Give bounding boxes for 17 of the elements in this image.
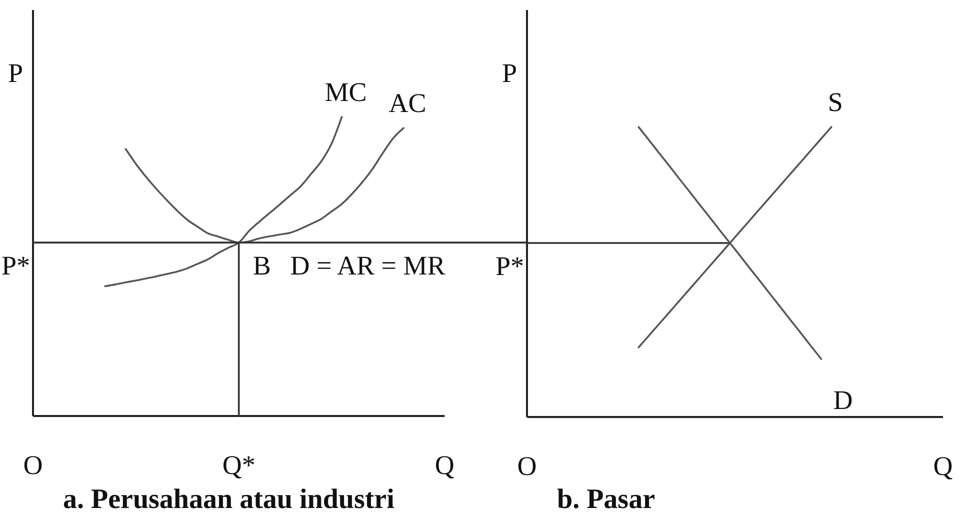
series-label: S	[828, 87, 843, 117]
series-label: D = AR = MR	[290, 250, 446, 281]
annotation: P*	[495, 251, 524, 281]
x-tick-label: Q	[933, 451, 954, 481]
series-label: MC	[324, 77, 367, 107]
x-tick-label: O	[23, 450, 43, 480]
text: a. Perusahaan atau industri	[63, 484, 395, 515]
y-axis-title: P	[502, 58, 517, 88]
x-tick-label: O	[517, 451, 537, 481]
x-tick-label: Q*	[222, 450, 256, 480]
annotation: P*	[1, 250, 30, 281]
annotation: B	[252, 250, 271, 281]
y-axis-title: P	[8, 58, 23, 88]
x-tick-label: Q	[434, 450, 455, 480]
text: b. Pasar	[557, 484, 655, 515]
series-label: AC	[388, 88, 426, 118]
series-label: D	[833, 385, 853, 415]
